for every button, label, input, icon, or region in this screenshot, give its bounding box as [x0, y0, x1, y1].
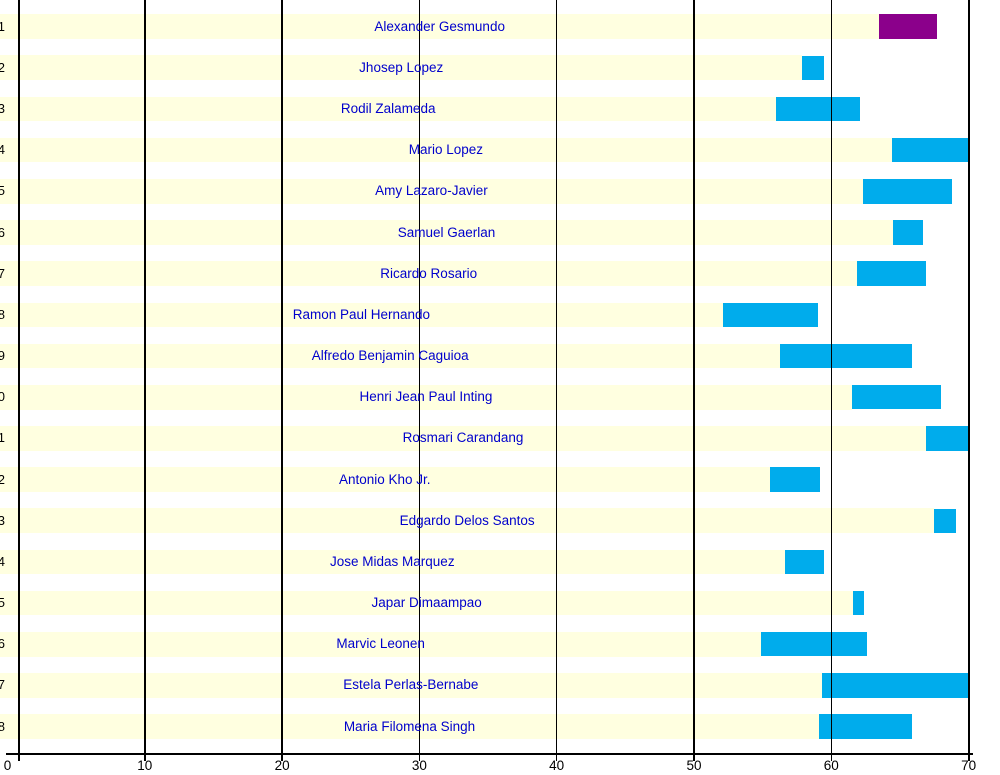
x-axis-tick-label: 20: [274, 758, 290, 773]
x-axis-tick-label: 40: [549, 758, 565, 773]
justice-name-label: Jhosep Lopez: [359, 59, 444, 75]
y-axis-tick-label: 1: [0, 18, 5, 34]
justice-bar: [934, 508, 957, 533]
justice-name-label: Edgardo Delos Santos: [399, 512, 535, 528]
justice-name-label: Jose Midas Marquez: [330, 553, 455, 569]
y-axis-tick-label: 3: [0, 100, 5, 116]
justice-bar: [780, 343, 913, 369]
gridline: [693, 0, 695, 754]
x-axis-line: [6, 753, 973, 755]
x-axis-tick: [144, 754, 146, 761]
y-axis-tick-label: 2: [0, 59, 5, 75]
row-band: [0, 673, 822, 698]
y-axis-tick-label: 17: [0, 677, 5, 693]
row-band: [0, 302, 723, 328]
row-band: [0, 467, 770, 492]
x-axis-tick-label: 70: [961, 758, 977, 773]
y-axis-tick-label: 4: [0, 142, 5, 158]
row-band: [0, 384, 852, 410]
justice-bar: [776, 96, 861, 122]
justice-bar: [784, 549, 825, 575]
row-band: [0, 714, 819, 739]
row-band: [0, 632, 762, 657]
justice-bar: [761, 632, 867, 657]
gridline: [830, 0, 833, 754]
row-band: [0, 137, 892, 163]
y-axis-tick-label: 9: [0, 348, 5, 364]
x-axis-tick: [281, 754, 283, 761]
justice-name-label: Ricardo Rosario: [380, 265, 478, 281]
row-band: [0, 96, 777, 122]
justice-bar: [862, 179, 953, 204]
justice-bar: [818, 714, 913, 739]
justice-name-label: Samuel Gaerlan: [397, 224, 496, 240]
y-axis-tick-label: 7: [0, 265, 5, 281]
y-axis-tick-label: 6: [0, 224, 5, 240]
row-band: [0, 55, 803, 81]
y-axis-tick-label: 14: [0, 553, 5, 569]
x-axis-tick-label: 50: [686, 758, 702, 773]
justice-bar: [857, 261, 927, 286]
x-axis-tick-label: 30: [411, 758, 427, 773]
justice-bar: [893, 220, 924, 245]
justice-name-label: Estela Perlas-Bernabe: [343, 677, 479, 693]
y-axis-tick-label: 10: [0, 389, 5, 405]
row-band: [0, 426, 927, 451]
justice-name-label: Rodil Zalameda: [340, 100, 436, 116]
x-axis-tick: [418, 754, 421, 761]
y-axis-line: [18, 0, 20, 761]
row-band: [0, 14, 880, 39]
justice-bar: [853, 590, 865, 616]
x-axis-tick-label: 60: [823, 758, 839, 773]
row-band: [0, 220, 894, 245]
y-axis-tick-label: 11: [0, 430, 5, 446]
gridline: [418, 0, 421, 754]
x-axis-tick-label: 0: [3, 758, 12, 773]
x-axis-tick: [830, 754, 833, 761]
row-band: [0, 549, 785, 575]
justice-name-label: Japar Dimaampao: [371, 595, 482, 611]
y-axis-tick-label: 8: [0, 306, 5, 322]
gridline: [555, 0, 558, 754]
y-axis-tick-label: 18: [0, 718, 5, 734]
justice-name-label: Marvic Leonen: [336, 636, 425, 652]
justice-bar: [926, 426, 969, 451]
justice-name-label: Alexander Gesmundo: [374, 18, 505, 34]
row-band: [0, 179, 863, 204]
justice-name-label: Ramon Paul Hernando: [292, 306, 431, 322]
x-axis-tick: [555, 754, 558, 761]
justice-name-label: Antonio Kho Jr.: [338, 471, 431, 487]
justice-bar: [802, 55, 825, 80]
x-axis-tick: [693, 754, 695, 761]
chief-justice-bar: [879, 14, 937, 39]
x-axis-tick-label: 10: [137, 758, 153, 773]
justice-name-label: Alfredo Benjamin Caguioa: [311, 348, 469, 364]
y-axis-tick-label: 16: [0, 636, 5, 652]
row-band: [0, 590, 854, 616]
row-band: [0, 508, 935, 534]
y-axis-tick-label: 5: [0, 183, 5, 199]
gridline: [281, 0, 283, 754]
y-axis-tick-label: 12: [0, 471, 5, 487]
row-band: [0, 343, 781, 369]
gridline: [144, 0, 146, 754]
justice-bar: [821, 673, 969, 698]
justice-bar: [722, 302, 818, 328]
justice-name-label: Maria Filomena Singh: [343, 718, 476, 734]
y-axis-tick-label: 13: [0, 512, 5, 528]
justice-bar: [851, 385, 942, 410]
justice-name-label: Mario Lopez: [408, 142, 483, 158]
row-band: [0, 261, 858, 286]
justice-name-label: Amy Lazaro-Javier: [375, 183, 488, 199]
justice-bar: [769, 467, 821, 492]
justice-name-label: Rosmari Carandang: [402, 430, 524, 446]
plot-right-border: [968, 0, 970, 761]
justice-name-label: Henri Jean Paul Inting: [359, 389, 493, 405]
justice-bar: [891, 137, 969, 163]
y-axis-tick-label: 15: [0, 595, 5, 611]
